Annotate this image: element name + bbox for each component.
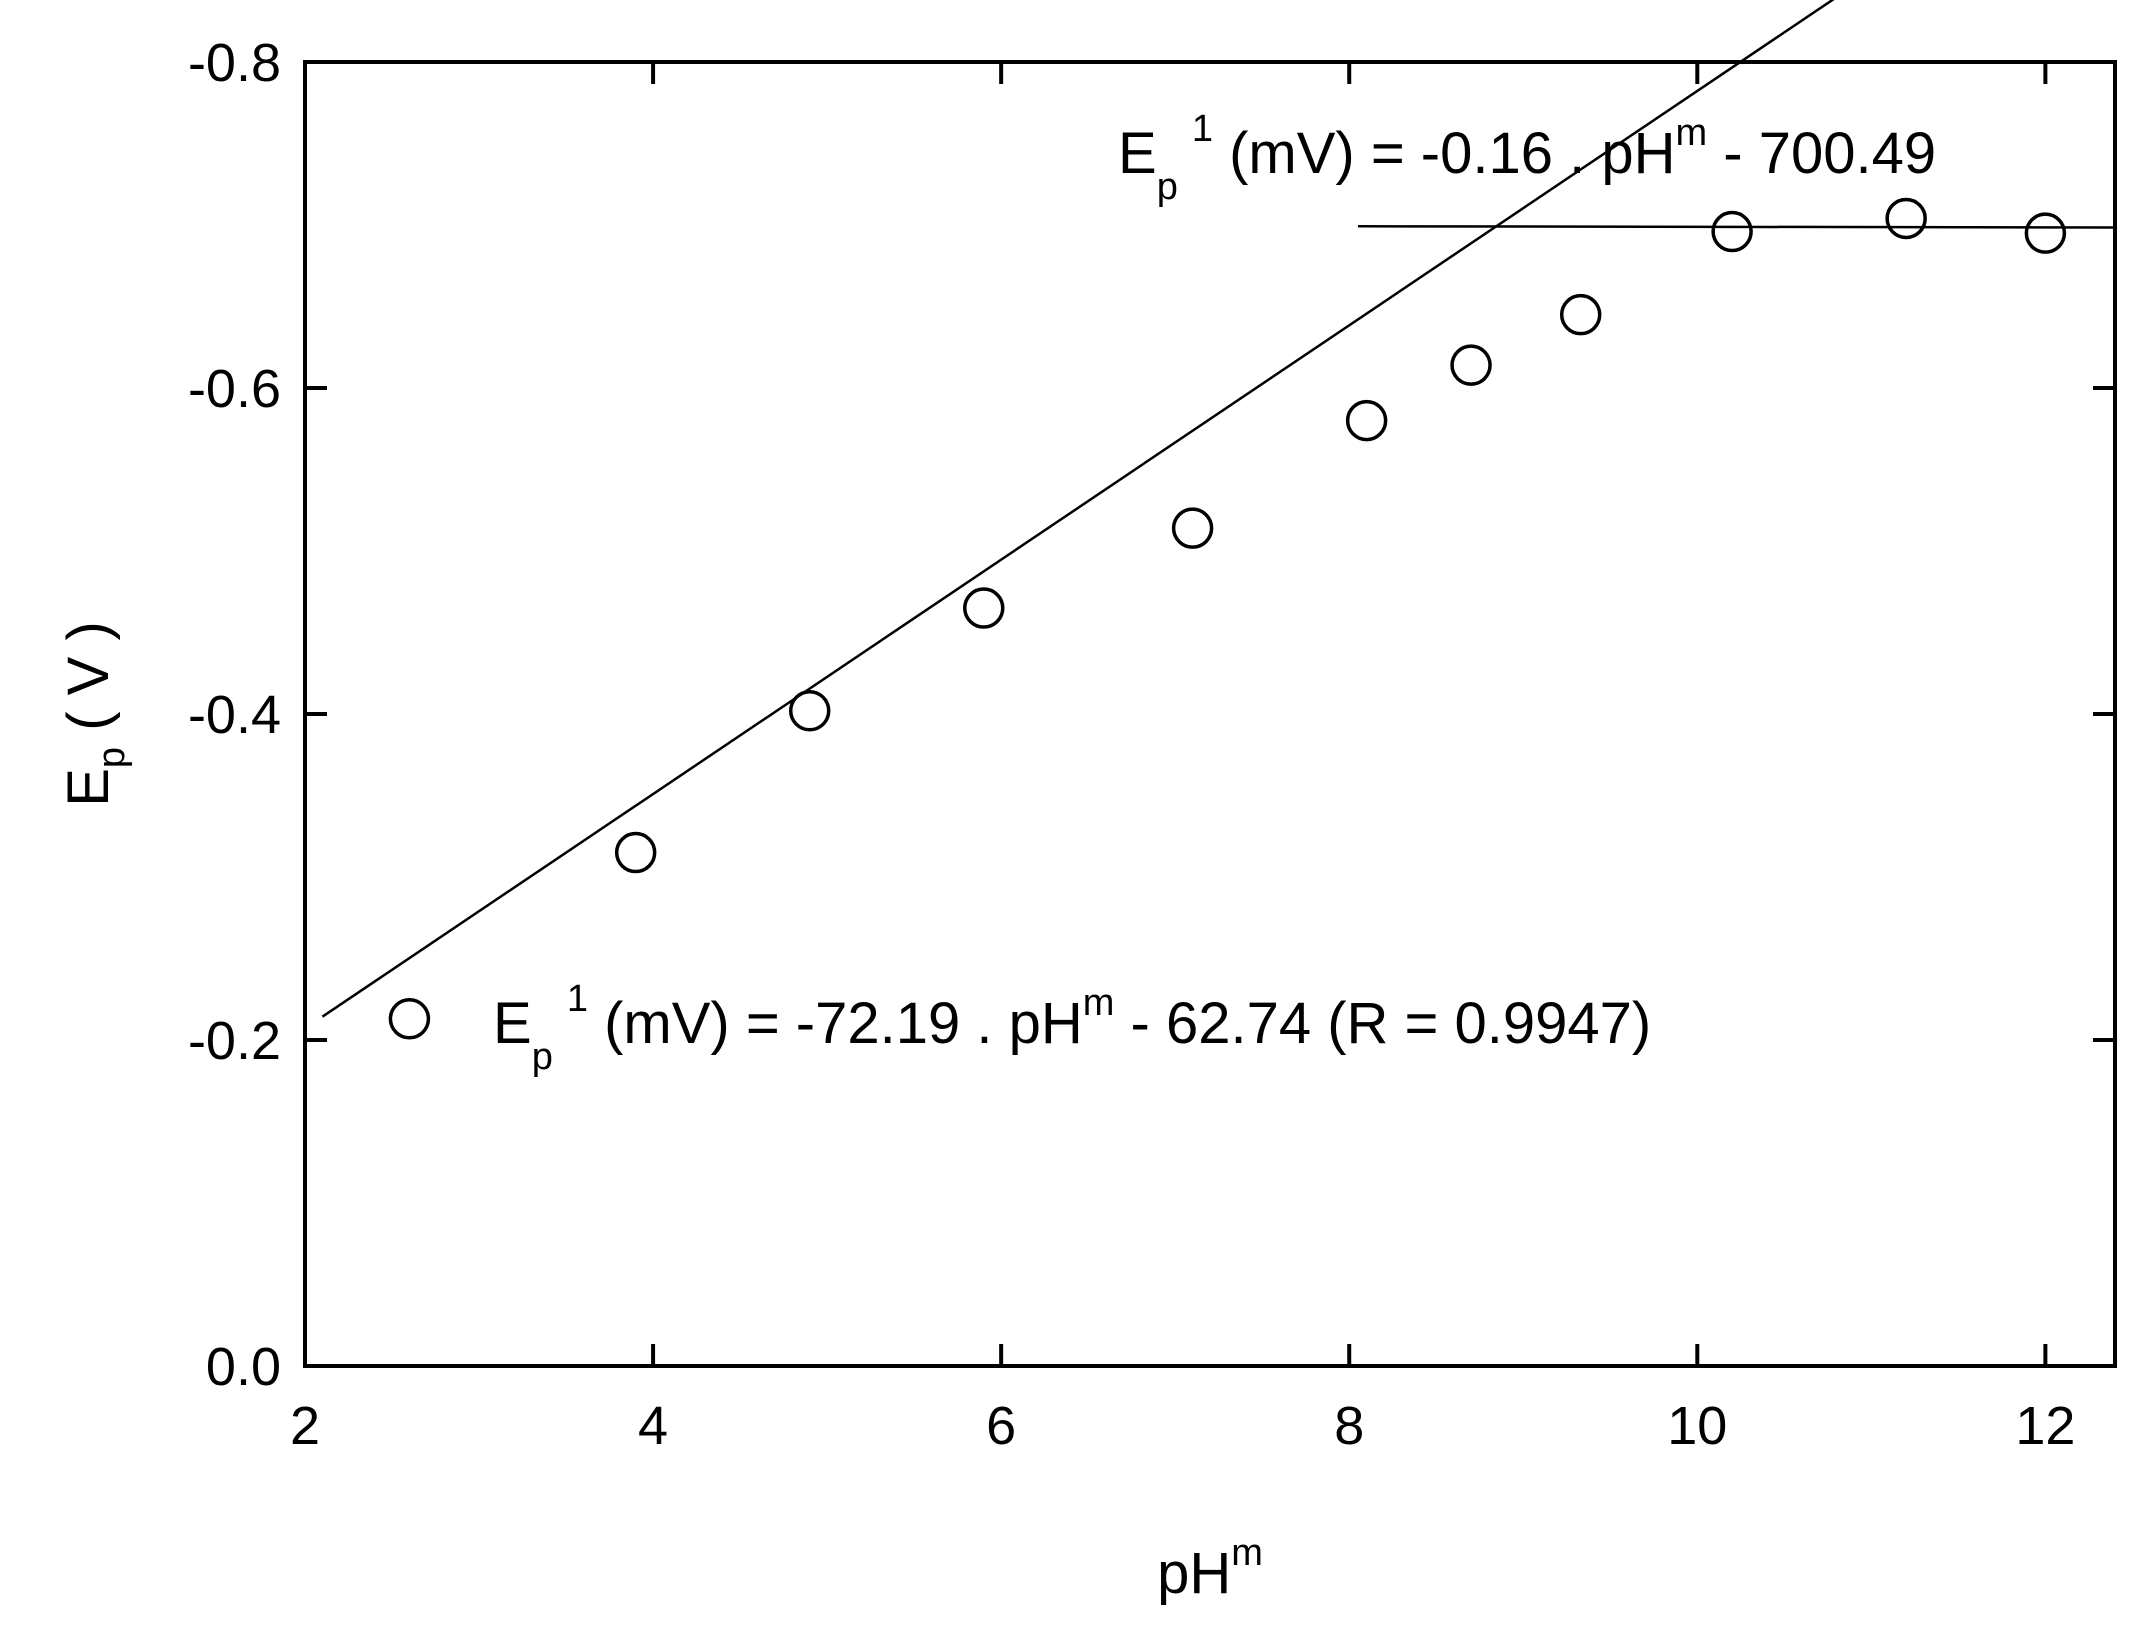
fit-line-2 xyxy=(1357,225,2116,229)
x-axis-title: pHm xyxy=(1157,1532,1263,1606)
x-tick-label: 12 xyxy=(2015,1396,2075,1456)
data-point xyxy=(614,831,657,874)
data-point xyxy=(1345,399,1388,442)
y-axis-title: Ep ( V ) xyxy=(56,621,133,807)
data-point xyxy=(1450,344,1492,386)
x-tick-label: 10 xyxy=(1667,1396,1727,1456)
x-tick-label: 6 xyxy=(986,1396,1016,1456)
fit-equation-upper: Ep1 (mV) = -0.16 . pHm - 700.49 xyxy=(1118,108,1936,208)
y-tick-labels: 0.0 -0.2 -0.4 -0.6 -0.8 xyxy=(188,33,281,1397)
y-tick-label: -0.8 xyxy=(188,33,281,93)
data-point xyxy=(388,998,431,1040)
data-point xyxy=(2024,212,2067,254)
data-point xyxy=(963,587,1005,629)
x-tick-label: 2 xyxy=(290,1396,320,1456)
x-tick-label: 4 xyxy=(638,1396,668,1456)
data-point xyxy=(1885,197,1927,240)
data-points xyxy=(388,197,2067,1040)
data-point xyxy=(1559,293,1602,336)
y-tick-label: -0.2 xyxy=(188,1011,281,1071)
data-point xyxy=(1711,210,1753,253)
fit-lines xyxy=(321,0,2116,1018)
fit-line-1 xyxy=(321,0,1835,1018)
axis-ticks xyxy=(303,60,2115,1368)
data-point xyxy=(1171,507,1214,549)
x-tick-label: 8 xyxy=(1334,1396,1364,1456)
y-tick-label: -0.4 xyxy=(188,685,281,745)
y-tick-label: 0.0 xyxy=(206,1337,281,1397)
y-tick-label: -0.6 xyxy=(188,359,281,419)
data-point xyxy=(788,689,831,732)
fit-equation-lower: Ep1 (mV) = -72.19 . pHm - 62.74 (R = 0.9… xyxy=(493,978,1651,1078)
x-tick-labels: 2 4 6 8 10 12 xyxy=(290,1396,2075,1456)
